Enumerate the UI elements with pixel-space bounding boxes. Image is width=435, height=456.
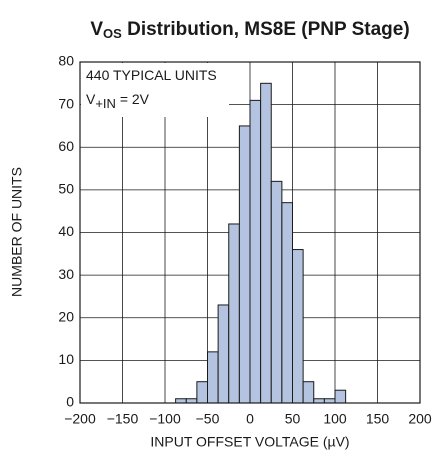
y-tick-label: 40 [58, 223, 74, 239]
bar [217, 304, 230, 404]
bar [196, 381, 208, 404]
bar [323, 398, 336, 404]
x-tick-label: 50 [285, 411, 301, 427]
title-main: V [90, 19, 103, 40]
bar [292, 249, 304, 404]
y-tick-label: 70 [58, 95, 74, 111]
y-tick-label: 50 [58, 181, 74, 197]
bar [207, 351, 219, 404]
y-tick-label: 30 [58, 266, 74, 282]
y-tick-label: 0 [66, 394, 74, 410]
annotation: V+IN = 2V [86, 91, 150, 112]
x-tick-label: −200 [64, 411, 96, 427]
x-tick-label: 100 [323, 411, 347, 427]
bar [334, 389, 347, 404]
x-axis-label: INPUT OFFSET VOLTAGE (µV) [150, 434, 349, 450]
annotation-rest: = 2V [116, 91, 150, 107]
bar [313, 398, 325, 404]
y-tick-label: 20 [58, 308, 74, 324]
y-tick-label: 10 [58, 351, 74, 367]
plot-frame [79, 61, 421, 404]
annotation-main: V [86, 91, 96, 107]
y-axis-label: NUMBER OF UNITS [9, 167, 25, 297]
bar [238, 125, 251, 404]
x-tick-label: 0 [246, 411, 254, 427]
annotation-sub: +IN [95, 96, 116, 111]
chart-title: VOS Distribution, MS8E (PNP Stage) [90, 19, 409, 41]
bar [249, 99, 262, 404]
bar [228, 223, 240, 404]
bar [302, 381, 315, 404]
x-tick-label: −100 [149, 411, 181, 427]
title-rest: Distribution, MS8E (PNP Stage) [122, 19, 410, 40]
bar [260, 82, 272, 404]
x-tick-label: −150 [107, 411, 139, 427]
bar [175, 398, 187, 404]
x-tick-label: 150 [366, 411, 390, 427]
y-tick-label: 80 [58, 53, 74, 69]
x-tick-label: −50 [196, 411, 220, 427]
bar [185, 398, 198, 404]
annotation: 440 TYPICAL UNITS [86, 67, 217, 83]
title-sub: OS [103, 26, 122, 41]
y-tick-label: 60 [58, 138, 74, 154]
annotation-box [81, 63, 229, 117]
annotation-main: 440 TYPICAL UNITS [86, 67, 217, 83]
bar [270, 180, 283, 404]
x-tick-label: 200 [408, 411, 432, 427]
bar [281, 202, 293, 404]
